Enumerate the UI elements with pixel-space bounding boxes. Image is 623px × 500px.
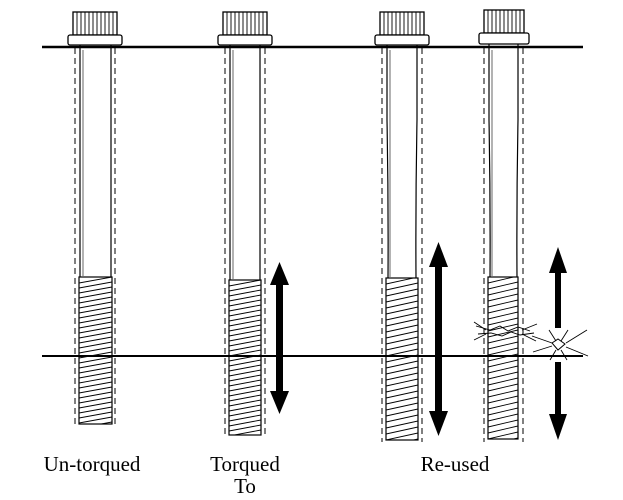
bolt-reused <box>374 11 430 442</box>
caption-torqued-line1: Torqued <box>210 452 280 476</box>
bolt-shank <box>79 45 112 278</box>
bolt-hole-outline <box>74 48 116 428</box>
caption-torqued-line2: To <box>234 474 256 498</box>
bolt-shank <box>488 44 519 279</box>
bolt-untorqued <box>67 11 123 428</box>
bolt-hole-outline <box>381 48 423 442</box>
bolt-threads <box>487 276 519 440</box>
bolt-threads <box>78 276 113 425</box>
bolt-threads <box>228 279 262 436</box>
caption-untorqued: Un-torqued <box>43 452 141 476</box>
caption-reused: Re-used <box>420 452 490 476</box>
bolt-head <box>374 11 430 46</box>
double-arrow-icon <box>270 262 289 414</box>
bolt-hole-outline <box>483 48 524 442</box>
bolt-reused-fractured <box>473 9 538 442</box>
fracture-starburst-icon <box>531 329 589 361</box>
bolt-head <box>217 11 273 46</box>
bolt-shank <box>229 45 261 281</box>
double-arrow-icon <box>429 242 448 436</box>
bolt-hole-outline <box>224 48 266 438</box>
bolt-shank <box>386 45 418 280</box>
double-arrow-icon <box>549 247 567 440</box>
bolt-head <box>67 11 123 46</box>
bolt-threads <box>385 277 419 441</box>
bolt-head <box>478 9 530 45</box>
fracture-crack-icon <box>473 321 538 342</box>
bolt-torqued-to <box>217 11 273 438</box>
